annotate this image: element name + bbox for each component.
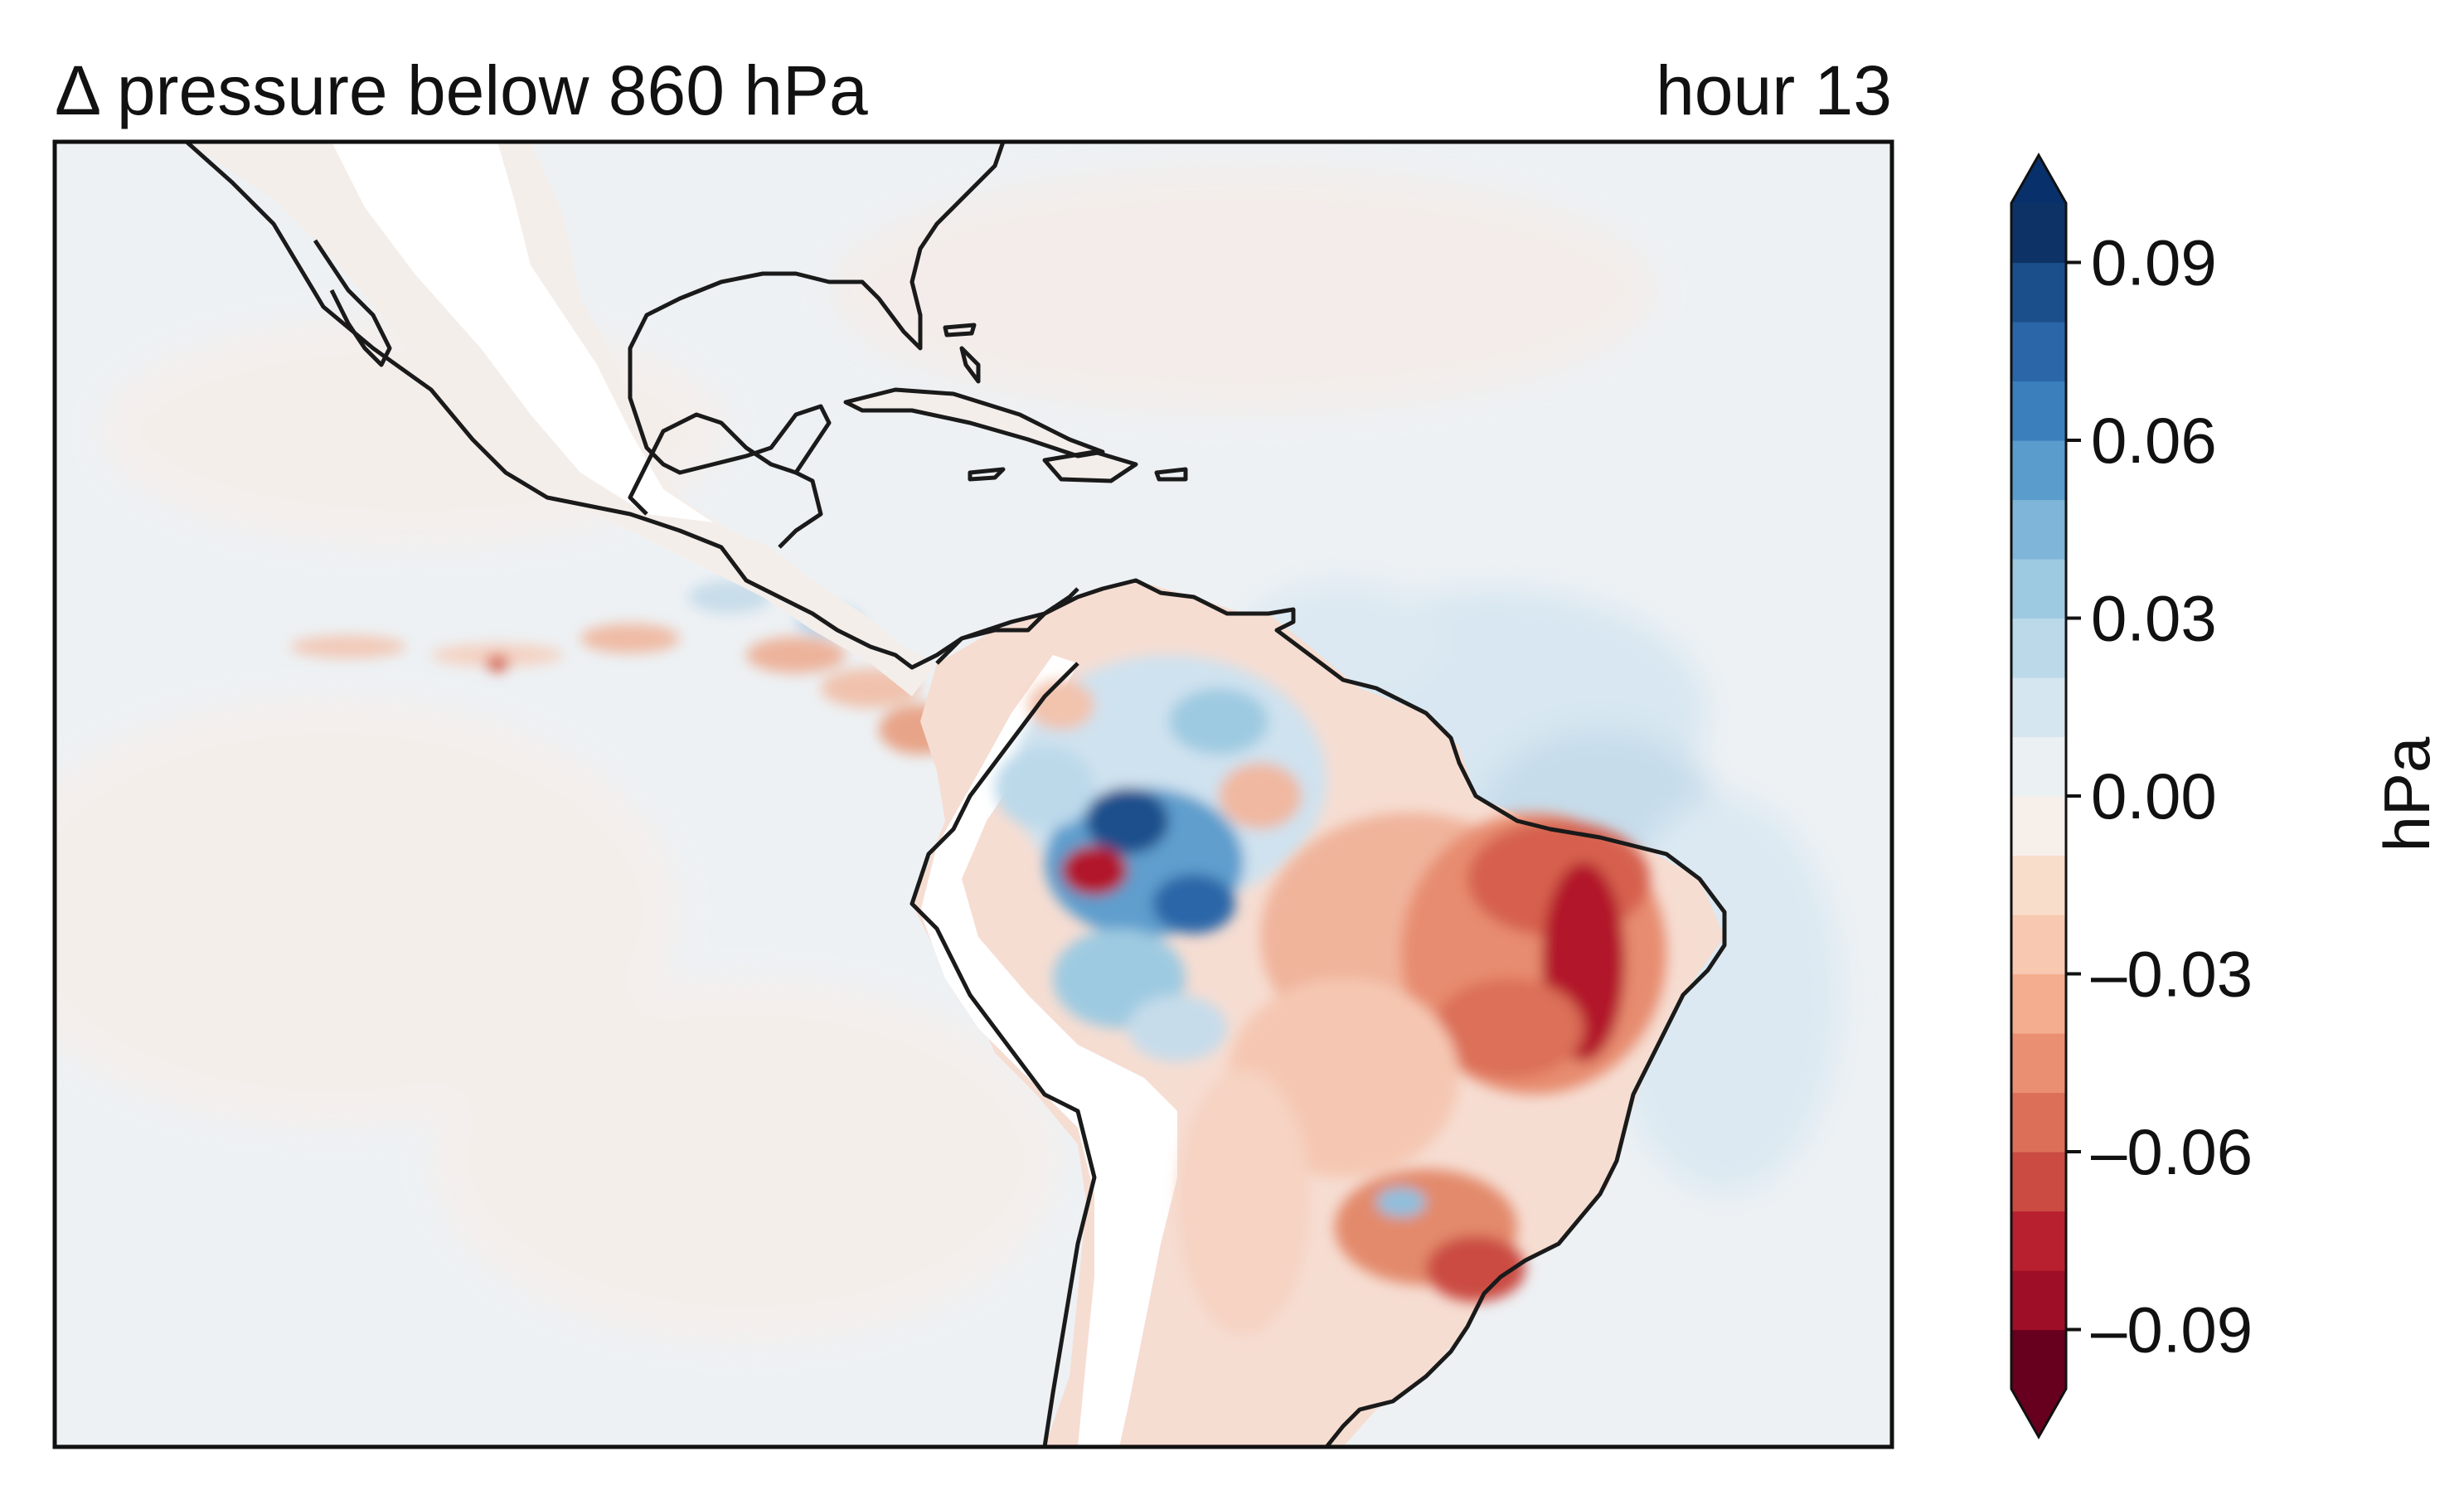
colorbar-segment: [2011, 1270, 2066, 1331]
colorbar-segment: [2011, 499, 2066, 560]
ocean-anomalies: [55, 166, 1658, 1343]
mexico-missing-data: [332, 142, 713, 522]
colorbar-tick-label: 0.09: [2091, 226, 2217, 299]
colorbar-segment: [2011, 1211, 2066, 1271]
colorbar-segment: [2011, 203, 2066, 264]
colorbar-tick-label: 0.06: [2091, 404, 2217, 477]
colorbar-segment: [2011, 1329, 2066, 1390]
colorbar-segment: [2011, 559, 2066, 619]
map-frame: [52, 139, 1894, 1449]
colorbar-extend-max: [2011, 155, 2066, 203]
colorbar-segment: [2011, 973, 2066, 1034]
colorbar-segment: [2011, 677, 2066, 738]
colorbar-segment: [2011, 1092, 2066, 1153]
colorbar-extend-min: [2011, 1389, 2066, 1437]
colorbar-segment: [2011, 855, 2066, 915]
map-panel: [55, 142, 1892, 1447]
colorbar-label: hPa: [2370, 736, 2443, 852]
colorbar-tick-label: 0.03: [2091, 582, 2217, 655]
colorbar-segment: [2011, 736, 2066, 797]
colorbar-tick-label: –0.03: [2091, 938, 2253, 1011]
colorbar-tick-label: –0.09: [2091, 1293, 2253, 1366]
andes-missing-data: [920, 655, 1177, 1447]
colorbar-outline: [2010, 152, 2068, 1440]
map-title: Δ pressure below 860 hPa: [55, 51, 868, 129]
colorbar-segment: [2011, 1152, 2066, 1212]
time-label: hour 13: [1656, 51, 1892, 129]
colorbar: 0.09 0.06 0.03 0.00 –0.03 –0.06 –0.09: [2010, 152, 2253, 1440]
colorbar-segment: [2011, 1033, 2066, 1094]
colorbar-segment: [2011, 796, 2066, 857]
colorbar-segment: [2011, 322, 2066, 382]
colorbar-segment: [2011, 915, 2066, 975]
amazon-positive-region: [995, 655, 1327, 1061]
colorbar-tick-label: 0.00: [2091, 760, 2217, 832]
brazil-negative-region: [1177, 813, 1666, 1335]
colorbar-segment: [2011, 618, 2066, 678]
colorbar-segment: [2011, 262, 2066, 323]
colorbar-segment: [2011, 440, 2066, 501]
coastlines: [185, 142, 1727, 1447]
colorbar-segment: [2011, 381, 2066, 441]
colorbar-tick-label: –0.06: [2091, 1115, 2253, 1188]
